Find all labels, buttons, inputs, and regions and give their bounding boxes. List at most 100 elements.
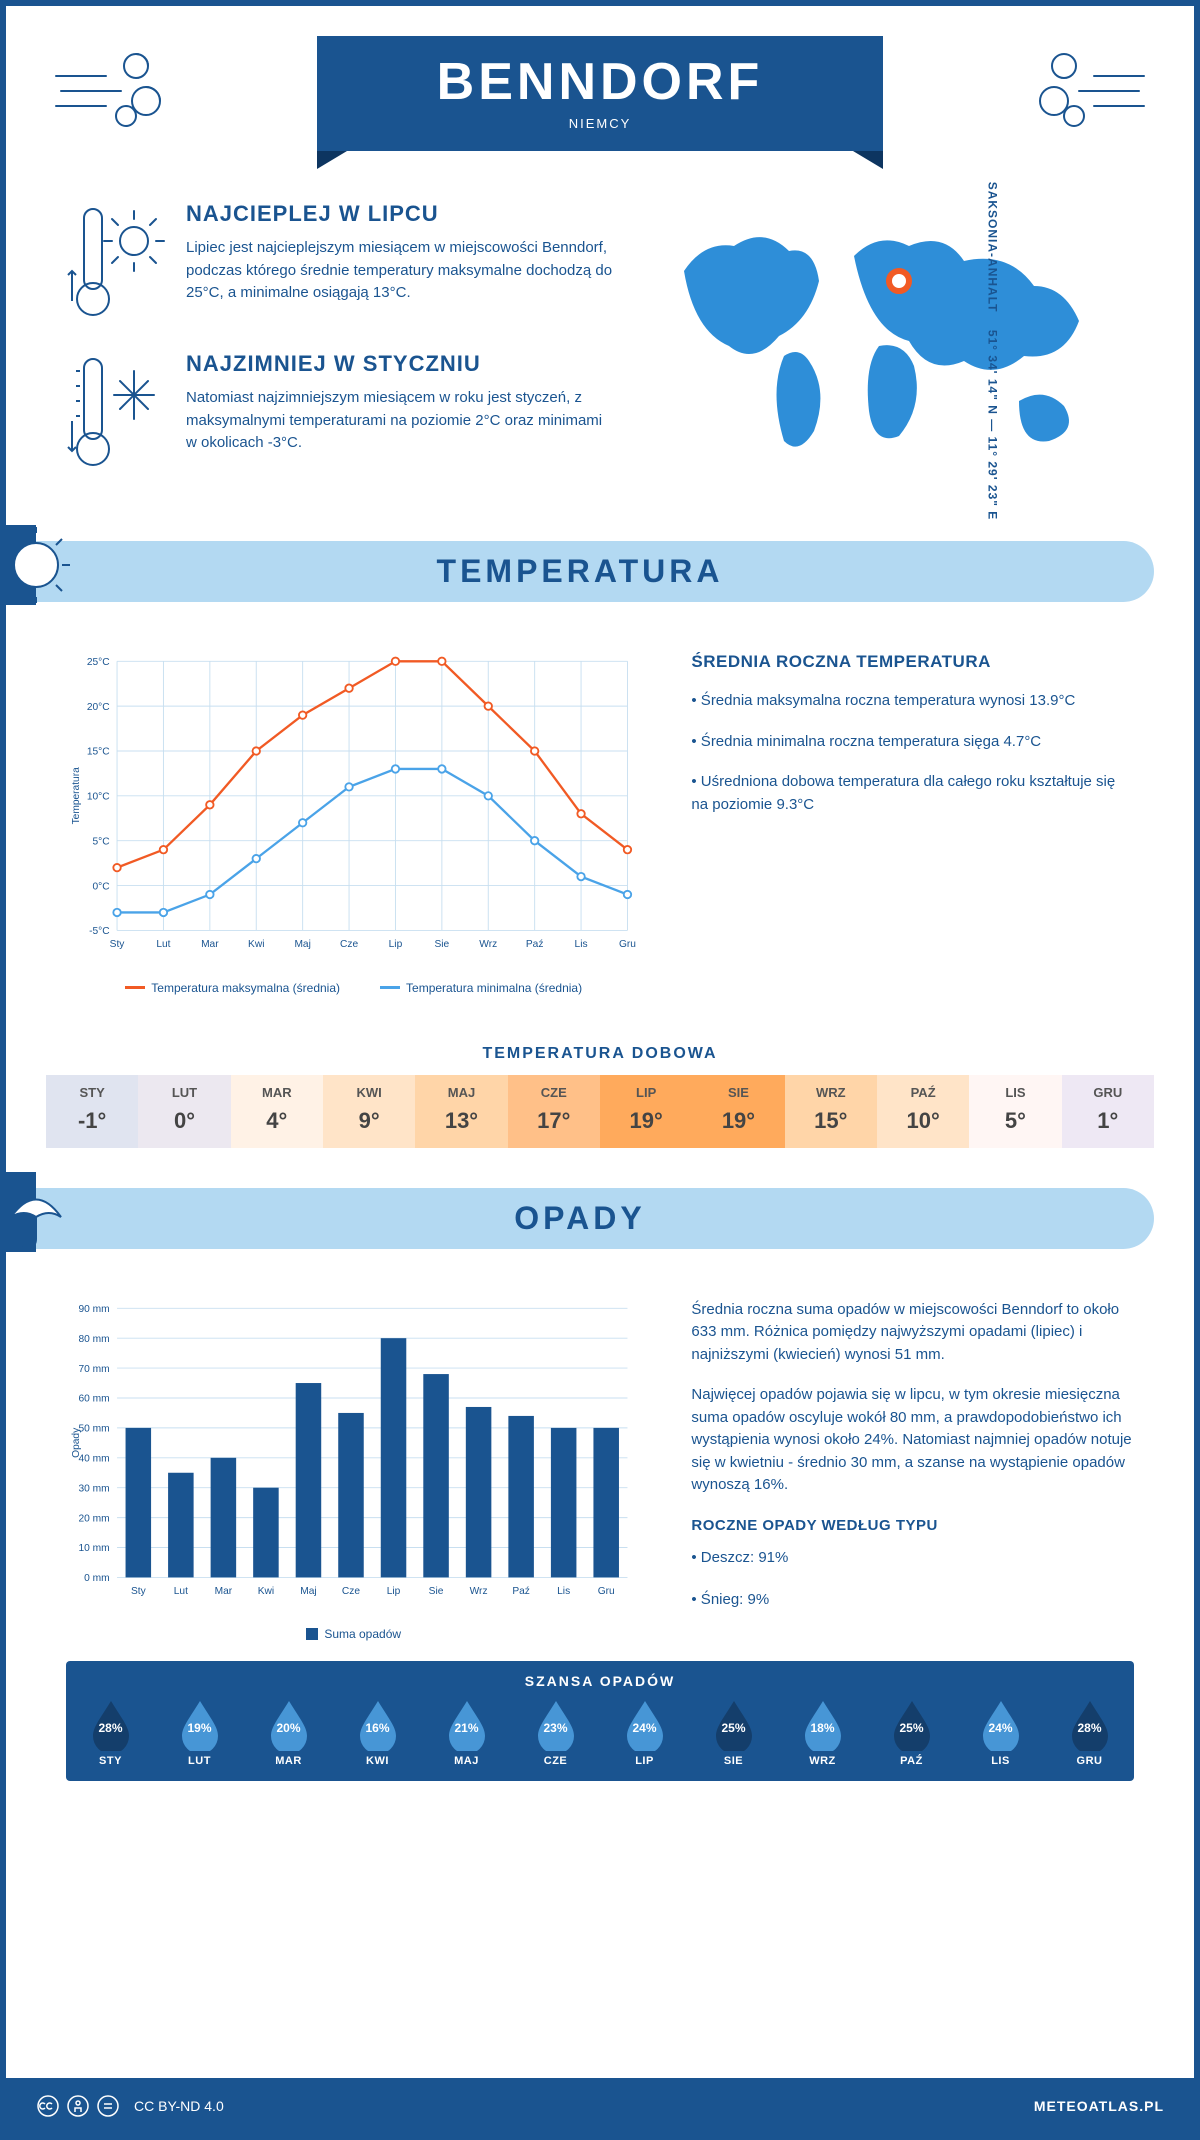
svg-text:Temperatura: Temperatura	[71, 767, 82, 825]
precip-side: Średnia roczna suma opadów w miejscowośc…	[691, 1299, 1134, 1642]
country-name: NIEMCY	[437, 116, 764, 131]
daily-month: SIE	[692, 1085, 784, 1100]
drop: 20% MAR	[268, 1699, 310, 1767]
svg-text:Sie: Sie	[434, 939, 449, 950]
svg-text:Sty: Sty	[131, 1586, 147, 1597]
drop-pct: 25%	[899, 1721, 923, 1735]
daily-value: 4°	[231, 1108, 323, 1134]
precip-bar-chart: 0 mm10 mm20 mm30 mm40 mm50 mm60 mm70 mm8…	[66, 1299, 641, 1615]
svg-text:25°C: 25°C	[87, 657, 110, 668]
drop: 18% WRZ	[802, 1699, 844, 1767]
daily-cell: MAR4°	[231, 1075, 323, 1148]
svg-text:Lip: Lip	[389, 939, 403, 950]
svg-text:Lis: Lis	[575, 939, 588, 950]
drop: 24% LIS	[980, 1699, 1022, 1767]
cold-title: NAJZIMNIEJ W STYCZNIU	[186, 351, 614, 377]
daily-value: 9°	[323, 1108, 415, 1134]
drop-month: STY	[99, 1755, 122, 1767]
daily-value: 1°	[1062, 1108, 1154, 1134]
svg-text:Kwi: Kwi	[248, 939, 264, 950]
temp-side-title: ŚREDNIA ROCZNA TEMPERATURA	[691, 652, 1134, 672]
daily-value: 19°	[600, 1108, 692, 1134]
temp-chart: -5°C0°C5°C10°C15°C20°C25°CStyLutMarKwiMa…	[66, 652, 641, 995]
legend-max: Temperatura maksymalna (średnia)	[125, 981, 340, 995]
site-name: METEOATLAS.PL	[1034, 2098, 1164, 2114]
daily-title: TEMPERATURA DOBOWA	[6, 1045, 1194, 1063]
drop-pct: 24%	[988, 1721, 1012, 1735]
drop: 25% PAŹ	[891, 1699, 933, 1767]
footer: CC BY-ND 4.0 METEOATLAS.PL	[6, 2078, 1194, 2134]
svg-text:Gru: Gru	[598, 1586, 615, 1597]
drop-month: WRZ	[809, 1755, 836, 1767]
daily-cell: CZE 17°	[508, 1075, 600, 1148]
drop-month: LUT	[188, 1755, 211, 1767]
wind-icon-right	[1014, 36, 1154, 136]
precip-p1: Średnia roczna suma opadów w miejscowośc…	[691, 1299, 1134, 1367]
daily-month: LIS	[969, 1085, 1061, 1100]
svg-text:90 mm: 90 mm	[78, 1304, 109, 1315]
drop: 19% LUT	[179, 1699, 221, 1767]
svg-text:Sie: Sie	[429, 1586, 444, 1597]
drop-pct: 28%	[1077, 1721, 1101, 1735]
license-text: CC BY-ND 4.0	[134, 2098, 224, 2114]
daily-value: 17°	[508, 1108, 600, 1134]
svg-text:10 mm: 10 mm	[78, 1543, 109, 1554]
svg-text:Cze: Cze	[340, 939, 358, 950]
daily-cell: SIE19°	[692, 1075, 784, 1148]
drop: 23% CZE	[535, 1699, 577, 1767]
daily-month: PAŹ	[877, 1085, 969, 1100]
header: BENNDORF NIEMCY	[6, 6, 1194, 171]
world-map-icon	[654, 201, 1134, 481]
svg-text:Wrz: Wrz	[470, 1586, 488, 1597]
drop-pct: 28%	[98, 1721, 122, 1735]
rain-type: ROCZNE OPADY WEDŁUG TYPU • Deszcz: 91% •…	[691, 1517, 1134, 1612]
precip-p2: Najwięcej opadów pojawia się w lipcu, w …	[691, 1384, 1134, 1497]
legend-max-label: Temperatura maksymalna (średnia)	[151, 981, 340, 995]
drop-month: SIE	[724, 1755, 743, 1767]
drop-month: MAR	[275, 1755, 302, 1767]
cold-block: NAJZIMNIEJ W STYCZNIU Natomiast najzimni…	[66, 351, 614, 471]
svg-text:Cze: Cze	[342, 1586, 360, 1597]
daily-cell: WRZ15°	[785, 1075, 877, 1148]
daily-cell: MAJ13°	[415, 1075, 507, 1148]
latlon: 51° 34' 14" N — 11° 29' 23" E	[986, 330, 1000, 520]
drop-pct: 16%	[365, 1721, 389, 1735]
legend-sum-label: Suma opadów	[324, 1627, 401, 1641]
temp-title: TEMPERATURA	[6, 553, 1154, 590]
rain-type-title: ROCZNE OPADY WEDŁUG TYPU	[691, 1517, 1134, 1534]
drop-pct: 21%	[454, 1721, 478, 1735]
intro-left: NAJCIEPLEJ W LIPCU Lipiec jest najcieple…	[66, 201, 614, 501]
legend-sum: Suma opadów	[306, 1627, 401, 1641]
daily-cell: LIS5°	[969, 1075, 1061, 1148]
drop-pct: 18%	[810, 1721, 834, 1735]
drop-month: PAŹ	[900, 1755, 923, 1767]
chance-title: SZANSA OPADÓW	[66, 1673, 1134, 1689]
umbrella-icon	[0, 1172, 76, 1252]
daily-cell: GRU 1°	[1062, 1075, 1154, 1148]
page-root: BENNDORF NIEMCY NAJCIEPLEJ W LIPCU Lipie…	[0, 0, 1200, 2140]
drop-month: LIS	[991, 1755, 1010, 1767]
temp-section-header: TEMPERATURA	[6, 541, 1154, 602]
svg-text:10°C: 10°C	[87, 792, 110, 803]
svg-text:30 mm: 30 mm	[78, 1483, 109, 1494]
drop-pct: 25%	[721, 1721, 745, 1735]
drops-row: 28% STY 19% LUT 20% MAR 16%	[66, 1699, 1134, 1767]
warm-desc: Lipiec jest najcieplejszym miesiącem w m…	[186, 237, 614, 305]
svg-text:Maj: Maj	[294, 939, 310, 950]
daily-month: CZE	[508, 1085, 600, 1100]
svg-text:20°C: 20°C	[87, 702, 110, 713]
svg-text:Sty: Sty	[110, 939, 126, 950]
rain-pct: • Deszcz: 91%	[691, 1546, 1134, 1570]
daily-month: GRU	[1062, 1085, 1154, 1100]
temp-side-p0: • Średnia maksymalna roczna temperatura …	[691, 690, 1134, 713]
svg-text:50 mm: 50 mm	[78, 1423, 109, 1434]
svg-text:-5°C: -5°C	[89, 926, 110, 937]
daily-cell: LIP19°	[600, 1075, 692, 1148]
warm-title: NAJCIEPLEJ W LIPCU	[186, 201, 614, 227]
svg-text:Lip: Lip	[387, 1586, 401, 1597]
svg-text:60 mm: 60 mm	[78, 1393, 109, 1404]
daily-month: KWI	[323, 1085, 415, 1100]
svg-text:Paź: Paź	[512, 1586, 530, 1597]
precip-legend: Suma opadów	[66, 1627, 641, 1641]
daily-month: STY	[46, 1085, 138, 1100]
